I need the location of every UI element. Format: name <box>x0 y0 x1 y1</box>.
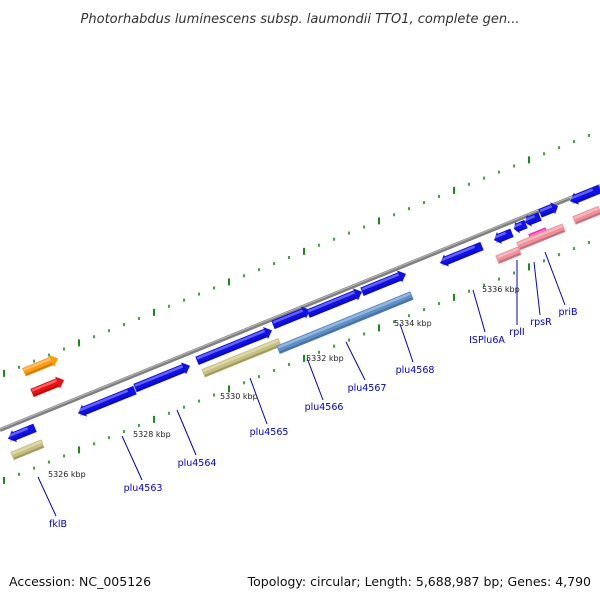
kbp-label-5334: 5334 kbp <box>394 319 432 328</box>
backbone-highlight <box>0 184 600 430</box>
gene-label-plu4568[interactable]: plu4568 <box>396 365 435 376</box>
gene-red[interactable] <box>30 374 67 399</box>
gene-pink-c[interactable] <box>572 205 600 225</box>
accession-text: Accession: NC_005126 <box>9 574 151 589</box>
genome-backbone <box>0 184 600 432</box>
gene-track <box>6 183 600 461</box>
gene-plu4567-steel[interactable] <box>276 291 414 355</box>
gene-rpsR-arrow[interactable] <box>512 218 529 235</box>
gene-label-ISPlu6A[interactable]: ISPlu6A <box>469 335 505 346</box>
kbp-label-5332: 5332 kbp <box>306 354 344 363</box>
gene-label-plu4566[interactable]: plu4566 <box>305 402 344 413</box>
gene-label-priB[interactable]: priB <box>558 307 577 318</box>
gene-label-plu4567[interactable]: plu4567 <box>348 383 387 394</box>
gene-label-rplI[interactable]: rplI <box>509 327 524 338</box>
gene-plu4566[interactable] <box>271 304 313 331</box>
gene-label-rpsR[interactable]: rpsR <box>530 317 552 328</box>
gene-blue-end[interactable] <box>568 183 600 207</box>
gene-plu4564[interactable] <box>133 360 193 394</box>
tick-row-outer <box>3 133 590 377</box>
gene-label-plu4565[interactable]: plu4565 <box>250 427 289 438</box>
gene-plu4563[interactable] <box>76 384 138 419</box>
map-title: Photorhabdus luminescens subsp. laumondi… <box>81 12 520 27</box>
gene-rplI-arrow[interactable] <box>492 227 515 246</box>
gene-plu4567[interactable] <box>306 286 365 320</box>
label-leaders <box>37 251 566 517</box>
gene-fklB[interactable] <box>10 439 45 461</box>
gene-ISPlu6A[interactable] <box>438 240 485 269</box>
gene-plu4568[interactable] <box>360 268 409 298</box>
kbp-label-5326: 5326 kbp <box>48 470 86 479</box>
kbp-label-5330: 5330 kbp <box>220 392 258 401</box>
gene-orange[interactable] <box>22 352 61 378</box>
gene-label-plu4564[interactable]: plu4564 <box>178 458 217 469</box>
kbp-label-5328: 5328 kbp <box>133 430 171 439</box>
gene-fklB-arrow[interactable] <box>6 422 38 445</box>
gene-label-fklB[interactable]: fklB <box>49 519 67 530</box>
gene-rpsR-blue[interactable] <box>523 210 543 228</box>
gene-plu4565[interactable] <box>201 337 282 378</box>
kbp-label-5336: 5336 kbp <box>482 285 520 294</box>
gene-rplI[interactable] <box>495 246 522 265</box>
gene-priB[interactable] <box>538 200 561 219</box>
tick-row-inner <box>3 240 590 484</box>
gene-label-plu4563[interactable]: plu4563 <box>124 483 163 494</box>
gene-pink-b[interactable] <box>516 223 566 251</box>
summary-text: Topology: circular; Length: 5,688,987 bp… <box>247 574 591 589</box>
gene-blue-a[interactable] <box>195 324 275 367</box>
